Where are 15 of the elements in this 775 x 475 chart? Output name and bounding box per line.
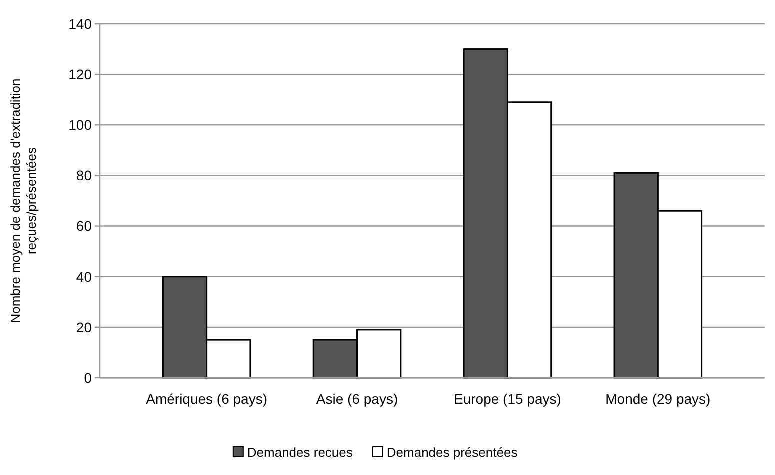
legend-label: Demandes présentées (386, 445, 518, 460)
y-tick-label: 100 (68, 117, 92, 134)
y-tick-label: 60 (76, 218, 92, 234)
x-tick-label: Monde (29 pays) (606, 391, 711, 407)
y-axis-title: Nombre moyen de demandes d'extradition reçues/présentées (8, 78, 39, 324)
x-tick-label: Amériques (6 pays) (146, 391, 268, 407)
legend-label: Demandes recues (247, 445, 354, 460)
x-tick-label: Europe (15 pays) (454, 391, 562, 407)
y-tick-label: 20 (76, 319, 92, 336)
y-tick-label: 80 (76, 168, 92, 184)
y-tick-label: 120 (68, 66, 92, 82)
y-tick-label: 40 (76, 268, 92, 285)
y-tick-label: 0 (84, 370, 92, 386)
x-tick-label: Asie (6 pays) (316, 391, 398, 407)
y-tick-label: 140 (68, 16, 92, 32)
